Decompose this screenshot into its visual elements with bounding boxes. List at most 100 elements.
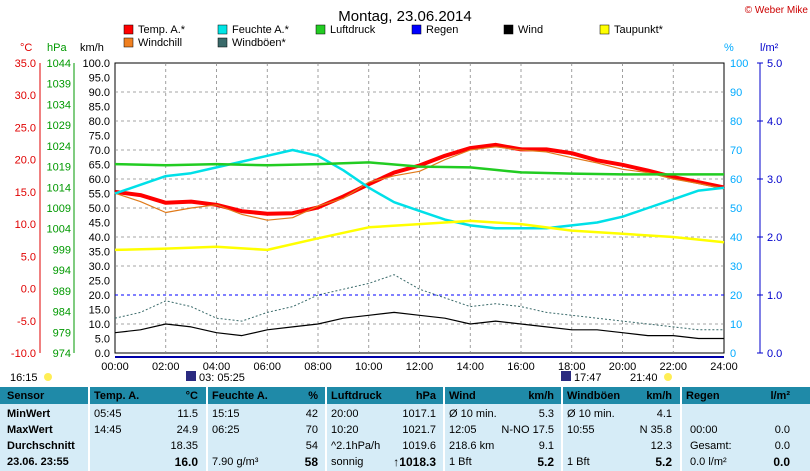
cell-sub: 00:00 [690,424,718,436]
cell-sub: 0.0 l/m² [690,456,727,468]
temp-tick: 30.0 [15,90,36,102]
column-separator [206,387,208,471]
wind-tick: 55.0 [89,189,110,201]
left-axes: 35.0 30.0 25.0 20.0 15.0 10.0 5.0 0.0 -5.0 -10.0 1… [11,58,110,360]
axis-units: °C hPa km/h% l/m² [20,42,779,54]
rain-unit: l/m² [760,42,779,54]
column-header: Feuchte A. [212,390,268,402]
cell-sub: 1 Bft [567,456,590,468]
pressure-tick: 1014 [47,182,71,194]
row-label: 23.06. 23:55 [7,456,69,468]
column-unit: °C [185,390,198,402]
rain-tick: 0.0 [767,348,782,360]
cell-value: 18.35 [170,440,198,452]
legend-label: Taupunkt* [614,24,664,36]
cell-sub: ^2.1hPa/h [331,440,381,452]
cell-value: 54 [305,440,318,452]
column-header: Wind [449,390,476,402]
series-line-feuchtea [114,148,725,230]
column-separator [88,387,90,471]
cell-sub: 12:05 [449,424,477,436]
cell-value: N 35.8 [639,424,672,436]
column-header: Luftdruck [331,390,382,402]
wind-tick: 30.0 [89,261,110,273]
rain-tick: 4.0 [767,116,782,128]
humidity-tick: 40 [730,232,742,244]
humidity-tick: 60 [730,174,742,186]
humidity-unit: % [724,42,734,54]
pressure-tick: 1034 [47,99,71,111]
x-tick: 10:00 [355,361,383,373]
cell-value: N-NO 17.5 [501,424,554,436]
x-tick: 00:00 [101,361,129,373]
wind-tick: 0.0 [95,348,110,360]
cell-sub: Ø 10 min. [567,408,615,420]
series-line-windchill [114,146,725,221]
humidity-tick: 90 [730,87,742,99]
wind-tick: 60.0 [89,174,110,186]
humidity-tick: 50 [730,203,742,215]
wind-tick: 70.0 [89,145,110,157]
column-separator [680,387,682,471]
cell-value: 1021.7 [402,424,436,436]
cell-value: 9.1 [538,440,554,452]
column-header: Windböen [567,390,621,402]
wind-tick: 40.0 [89,232,110,244]
wind-tick: 15.0 [89,305,110,317]
cell-value: 11.5 [177,408,198,420]
cell-value: 12.3 [650,440,672,452]
x-tick: 22:00 [659,361,687,373]
column-unit: % [308,390,318,402]
cell-sub: Gesamt: [690,440,732,452]
pressure-unit: hPa [47,42,67,54]
legend-label: Luftdruck [330,24,376,36]
temp-tick: -10.0 [11,348,36,360]
legend-swatch [503,24,514,35]
wind-tick: 80.0 [89,116,110,128]
cell-value: 0.0 [774,440,790,452]
cell-value: 16.0 [174,455,198,469]
grid [115,63,724,353]
cell-sub: sonnig [331,456,364,468]
column-unit: km/h [646,390,672,402]
temp-tick: 0.0 [21,284,36,296]
legend-label: Regen [426,24,458,36]
chart-title: Montag, 23.06.2014 [338,8,471,25]
legend-swatch [411,24,422,35]
x-tick: 06:00 [253,361,281,373]
pressure-tick: 1019 [47,162,71,174]
cell-sub: 06:25 [212,424,240,436]
temp-tick: 10.0 [15,219,36,231]
temp-tick: -5.0 [17,316,36,328]
rain-tick: 2.0 [767,232,782,244]
x-tick: 14:00 [456,361,484,373]
humidity-tick: 80 [730,116,742,128]
column-header: Temp. A. [94,390,140,402]
legend-swatch [599,24,610,35]
humidity-tick: 10 [730,319,742,331]
column-separator [325,387,327,471]
pressure-tick: 1029 [47,120,71,132]
wind-tick: 10.0 [89,319,110,331]
pressure-tick: 1039 [47,79,71,91]
cell-value: 0.0 [774,424,790,436]
legend-swatch [123,37,134,48]
wind-tick: 50.0 [89,203,110,215]
humidity-tick: 100 [730,58,748,70]
column-header: Sensor [7,390,45,402]
table-header [0,387,810,404]
pressure-tick: 1004 [47,224,71,236]
pressure-tick: 1024 [47,141,71,153]
legend-swatch [315,24,326,35]
wind-tick: 45.0 [89,218,110,230]
cell-sub: 20:00 [331,408,359,420]
pressure-tick: 1009 [47,203,71,215]
temp-tick: 35.0 [15,58,36,70]
legend-label: Feuchte A.* [232,24,290,36]
cell-sub: 218.6 km [449,440,495,452]
pressure-tick: 974 [53,348,71,360]
cell-sub: 05:45 [94,408,122,420]
column-unit: km/h [528,390,554,402]
sun-icon [44,373,52,381]
